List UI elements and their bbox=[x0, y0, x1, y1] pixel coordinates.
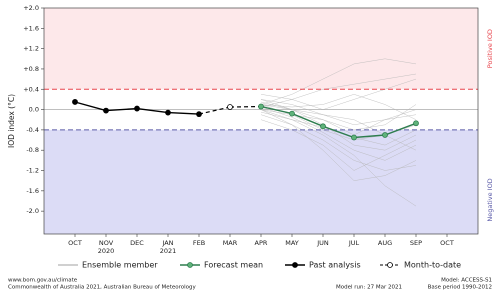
series-point bbox=[382, 132, 388, 138]
series-point bbox=[351, 134, 357, 141]
series-point bbox=[134, 105, 140, 112]
ensemble-line bbox=[260, 78, 417, 110]
legend-label: Month-to-date bbox=[404, 261, 461, 270]
y-tick-label: -1.6 bbox=[26, 187, 39, 195]
footer-copyright: Commonwealth of Australia 2021, Australi… bbox=[8, 285, 196, 291]
iod-label: Positive IOD bbox=[486, 29, 494, 68]
x-tick-label: SEP bbox=[410, 239, 422, 247]
x-tick-label: MAR bbox=[223, 239, 238, 247]
ensemble-line bbox=[260, 119, 417, 171]
series-point bbox=[165, 109, 171, 116]
y-tick-label: -0.8 bbox=[26, 146, 39, 154]
x-tick-label: JUL bbox=[348, 239, 360, 247]
y-tick-label: -1.2 bbox=[26, 167, 39, 175]
ensemble-line bbox=[260, 109, 417, 207]
legend-label: Past analysis bbox=[309, 261, 361, 270]
y-axis-label: IOD index (°C) bbox=[7, 94, 16, 148]
x-tick-label: APR bbox=[255, 239, 268, 247]
series-point bbox=[258, 103, 264, 110]
connector bbox=[198, 106, 231, 115]
legend-marker bbox=[292, 262, 298, 268]
legend-marker bbox=[387, 262, 393, 268]
footer-model-run: Model run: 27 Mar 2021 bbox=[336, 285, 402, 291]
series-point bbox=[103, 107, 109, 114]
ensemble-line bbox=[260, 58, 417, 105]
y-tick-label: +1.6 bbox=[23, 24, 39, 32]
iod-region bbox=[44, 129, 478, 234]
x-tick-label: FEB bbox=[193, 239, 205, 247]
y-tick-label: -0.4 bbox=[26, 126, 39, 134]
x-tick-label: JAN bbox=[161, 239, 173, 247]
iod-label: Negative IOD bbox=[486, 178, 494, 221]
series-point bbox=[72, 99, 78, 105]
y-tick-label: -2.0 bbox=[26, 207, 39, 215]
ensemble-line bbox=[260, 101, 417, 136]
x-tick-label: MAY bbox=[285, 239, 299, 247]
series-point bbox=[413, 120, 419, 127]
x-tick-label: DEC bbox=[130, 239, 144, 247]
x-year-label: 2020 bbox=[98, 247, 115, 255]
ensemble-line bbox=[260, 94, 417, 120]
y-tick-label: +1.2 bbox=[23, 45, 39, 53]
y-tick-label: +0.8 bbox=[23, 65, 39, 73]
series-point bbox=[227, 104, 233, 110]
ensemble-line bbox=[260, 114, 417, 171]
x-tick-label: OCT bbox=[440, 239, 454, 247]
ensemble-line bbox=[260, 106, 417, 161]
connector bbox=[229, 105, 262, 108]
series-point bbox=[320, 123, 326, 130]
x-tick-label: OCT bbox=[68, 239, 82, 247]
x-tick-label: JUN bbox=[316, 239, 329, 247]
footer-base-period: Base period 1990-2012 bbox=[428, 285, 492, 291]
ensemble-line bbox=[260, 104, 417, 131]
x-tick-label: AUG bbox=[378, 239, 392, 247]
footer-model: Model: ACCESS-S1 bbox=[441, 278, 492, 284]
footer-url: www.bom.gov.au/climate bbox=[8, 278, 78, 284]
series-line bbox=[260, 105, 417, 139]
y-tick-label: +0.4 bbox=[23, 85, 39, 93]
y-tick-label: 0.0 bbox=[29, 106, 39, 114]
legend-label: Ensemble member bbox=[82, 261, 158, 270]
ensemble-line bbox=[260, 99, 417, 126]
ensemble-line bbox=[260, 73, 417, 108]
ensemble-line bbox=[260, 99, 417, 151]
series-point bbox=[196, 111, 202, 118]
legend-label: Forecast mean bbox=[204, 261, 263, 270]
plot-frame bbox=[43, 7, 479, 235]
x-tick-label: NOV bbox=[99, 239, 114, 247]
ensemble-line bbox=[260, 109, 417, 181]
y-tick-label: +2.0 bbox=[23, 4, 39, 12]
x-year-label: 2021 bbox=[160, 247, 177, 255]
series-point bbox=[289, 110, 295, 117]
legend-marker bbox=[187, 262, 193, 268]
iod-region bbox=[44, 8, 478, 90]
